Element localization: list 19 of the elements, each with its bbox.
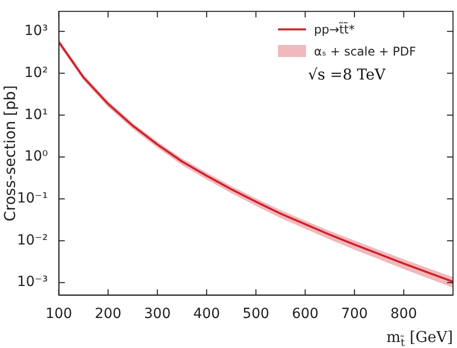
x-tick-label: 100 [45,306,72,322]
y-tick-label: 10⁰ [24,148,48,165]
y-axis-title: Cross-section [pb] [1,85,19,222]
y-tick-label: 10⁻² [16,232,48,248]
y-tick-label: 10² [24,64,48,81]
y-tick-label: 10³ [24,23,48,40]
x-tick-label: 700 [341,306,368,322]
y-tick-label: 10⁻³ [16,274,48,290]
x-tick-label: 500 [242,306,270,322]
annotation: √s =8 TeV [308,65,387,84]
x-tick-label: 600 [292,306,319,322]
annotation: αₛ + scale + PDF [314,44,416,58]
x-tick-label: 300 [144,306,171,322]
x-tick-label: 800 [390,306,418,322]
y-tick-label: 10¹ [24,106,48,123]
x-tick-label: 400 [193,306,220,322]
legend-label: pp→t̃t̃* [314,22,355,36]
y-tick-label: 10⁻¹ [16,190,48,206]
x-tick-label: 200 [94,306,122,322]
